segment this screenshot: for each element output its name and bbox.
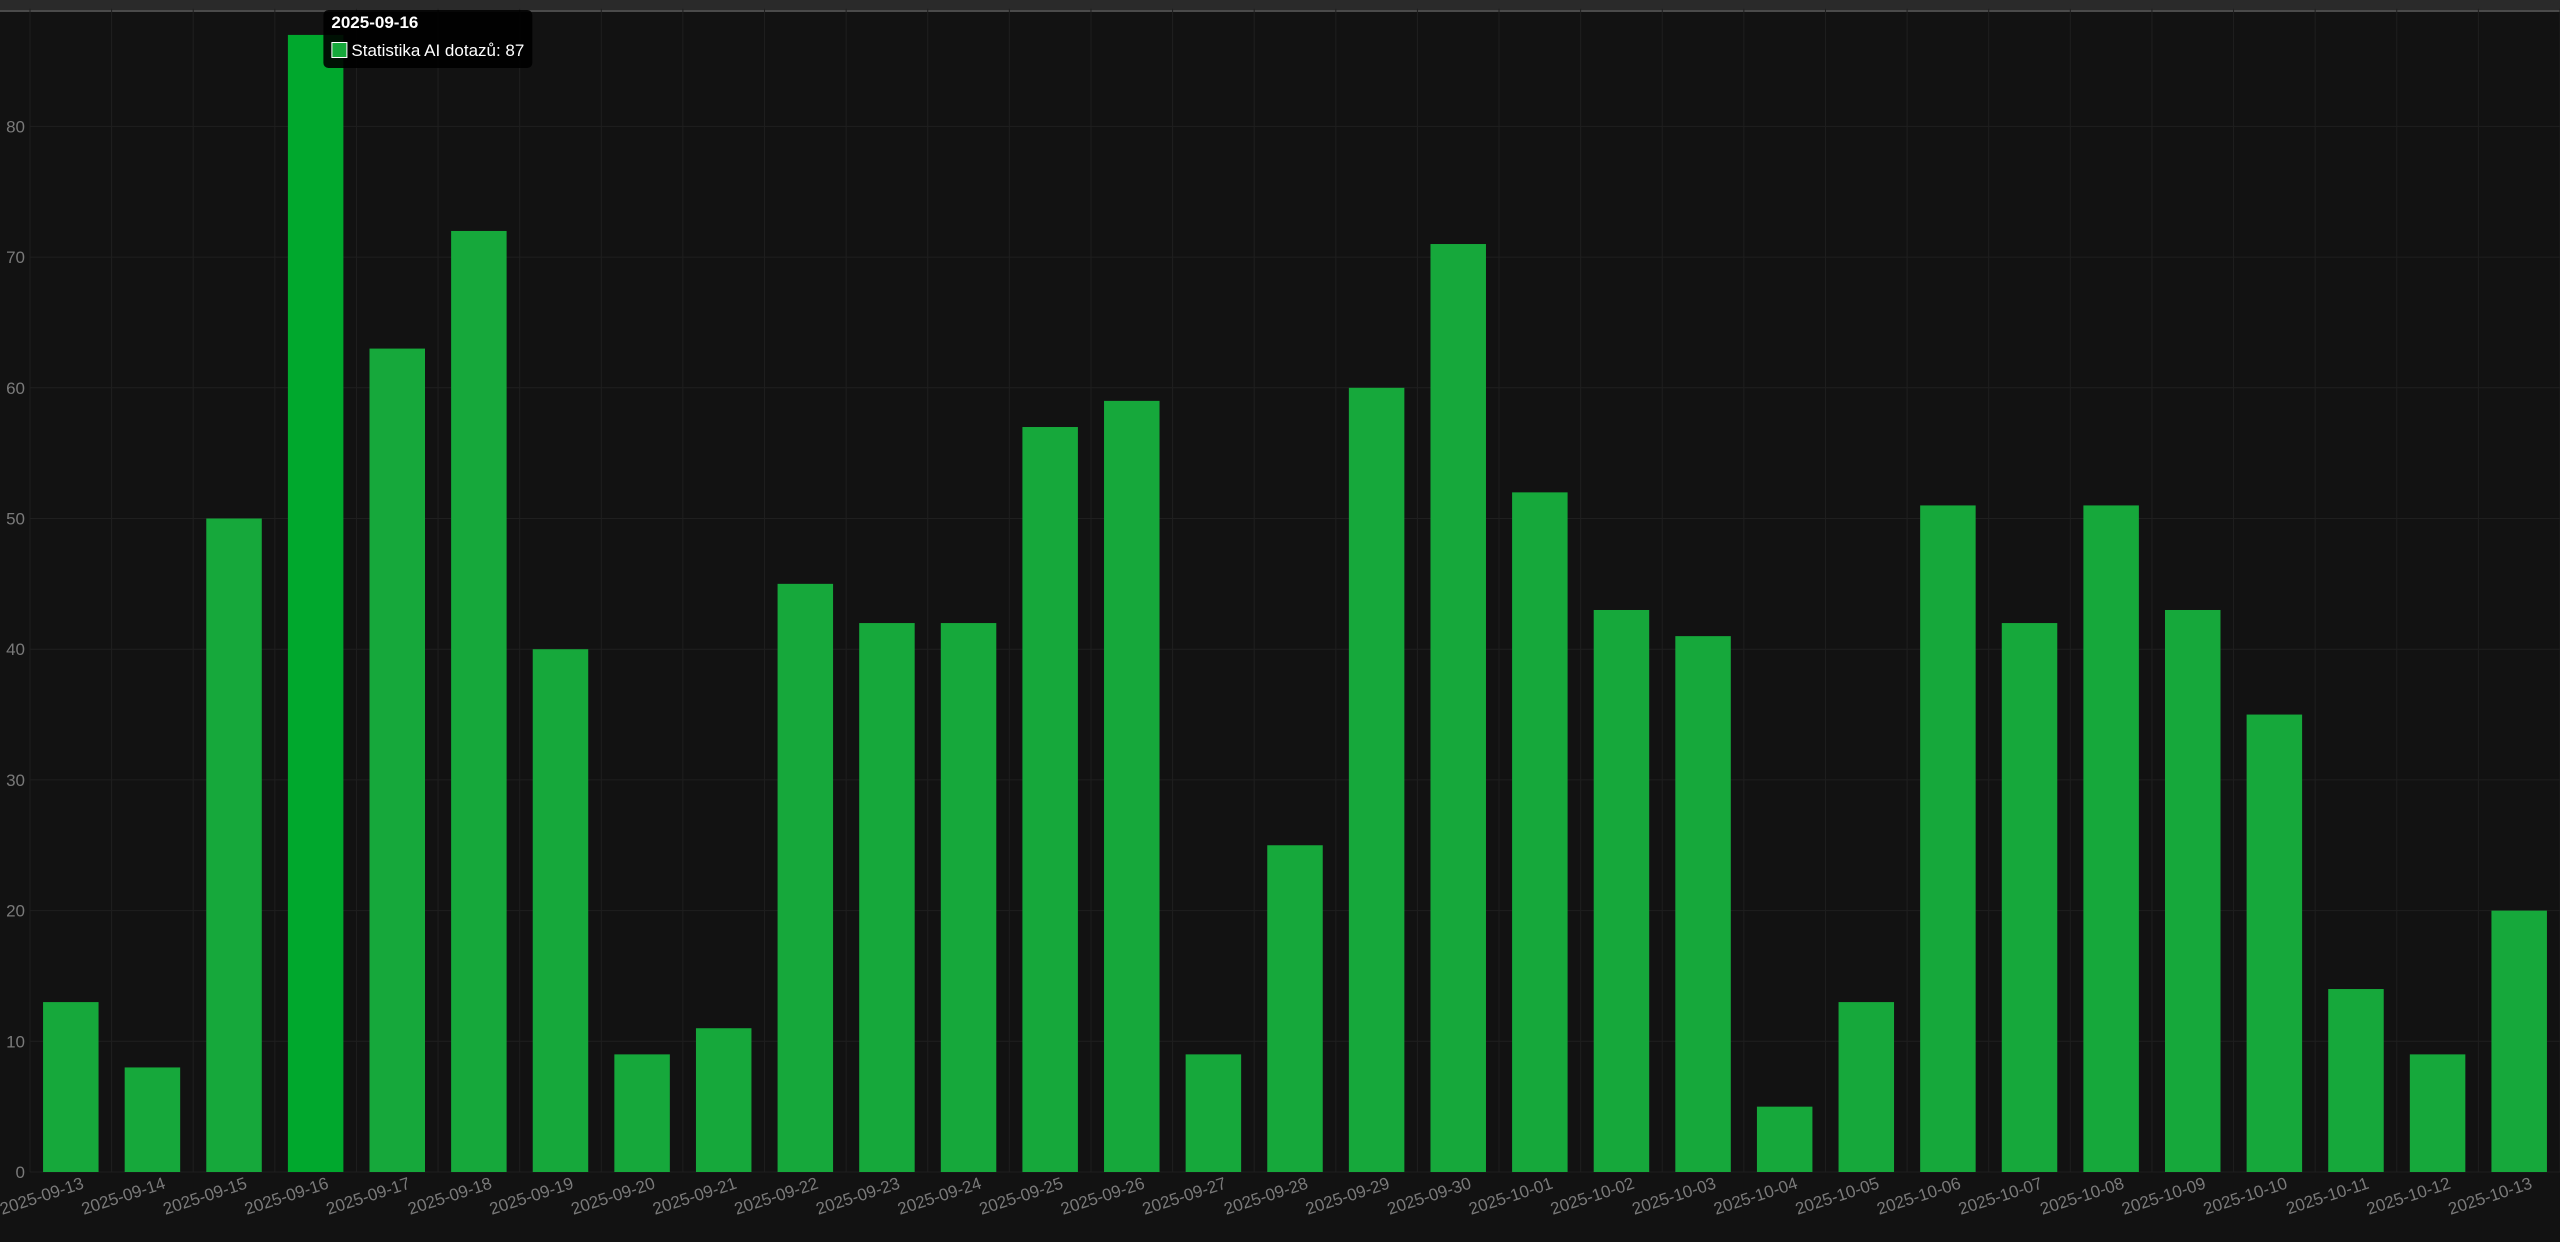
bar-2025-09-14 xyxy=(124,1067,181,1172)
y-tick-label: 70 xyxy=(6,248,25,267)
x-tick-label: 2025-09-18 xyxy=(406,1174,495,1219)
x-tick-label: 2025-10-12 xyxy=(2364,1174,2453,1219)
x-tick-label: 2025-09-15 xyxy=(161,1174,250,1219)
bar-2025-09-22 xyxy=(777,583,834,1172)
x-tick-label: 2025-10-10 xyxy=(2201,1174,2290,1219)
bar-2025-10-03 xyxy=(1675,636,1731,1172)
x-tick-label: 2025-09-23 xyxy=(814,1174,903,1219)
bar-2025-09-18 xyxy=(451,230,507,1172)
y-tick-label: 30 xyxy=(6,771,25,790)
x-tick-label: 2025-10-02 xyxy=(1548,1174,1637,1219)
tooltip-background xyxy=(323,10,533,68)
tooltip-label: Statistika AI dotazů: 87 xyxy=(351,41,524,60)
x-tick-label: 2025-09-22 xyxy=(732,1174,821,1219)
bar-2025-10-02 xyxy=(1593,609,1650,1172)
x-tick-label: 2025-09-24 xyxy=(895,1174,984,1219)
x-tick-label: 2025-10-05 xyxy=(1793,1174,1882,1219)
bar-2025-10-01 xyxy=(1512,492,1568,1172)
window-top-bar xyxy=(0,0,2560,12)
x-tick-label: 2025-09-19 xyxy=(487,1174,576,1219)
x-tick-label: 2025-09-30 xyxy=(1385,1174,1474,1219)
bar-2025-09-23 xyxy=(859,623,915,1172)
x-tick-label: 2025-09-16 xyxy=(242,1174,331,1219)
bar-2025-10-11 xyxy=(2328,989,2384,1172)
x-tick-label: 2025-10-09 xyxy=(2119,1174,2208,1219)
bar-2025-10-13 xyxy=(2491,910,2547,1172)
x-tick-label: 2025-09-28 xyxy=(1222,1174,1311,1219)
bar-2025-09-28 xyxy=(1267,845,1323,1172)
y-tick-label: 0 xyxy=(16,1163,25,1182)
x-axis: 2025-09-132025-09-142025-09-152025-09-16… xyxy=(0,1174,2534,1219)
bar-2025-09-25 xyxy=(1022,427,1078,1172)
y-tick-label: 10 xyxy=(6,1032,25,1051)
bar-2025-09-21 xyxy=(695,1028,752,1172)
bar-2025-10-12 xyxy=(2409,1054,2466,1172)
bar-2025-10-06 xyxy=(1920,505,1976,1172)
x-tick-label: 2025-09-21 xyxy=(650,1174,739,1219)
bar-2025-10-04 xyxy=(1756,1106,1813,1172)
x-tick-label: 2025-10-07 xyxy=(1956,1174,2045,1219)
x-tick-label: 2025-09-26 xyxy=(1058,1174,1147,1219)
chart-tooltip: 2025-09-16 Statistika AI dotazů: 87 xyxy=(323,10,533,68)
bar-2025-09-17 xyxy=(369,348,426,1173)
bar-2025-10-10 xyxy=(2246,714,2303,1172)
bar-2025-09-29 xyxy=(1348,387,1405,1172)
bar-2025-09-26 xyxy=(1104,400,1160,1172)
bar-2025-10-05 xyxy=(1838,1002,1895,1172)
x-tick-label: 2025-09-29 xyxy=(1303,1174,1392,1219)
x-tick-label: 2025-10-03 xyxy=(1630,1174,1719,1219)
bar-2025-09-16 xyxy=(287,34,344,1172)
tooltip-title: 2025-09-16 xyxy=(331,13,418,32)
x-tick-label: 2025-09-13 xyxy=(0,1174,86,1219)
y-tick-label: 50 xyxy=(6,510,25,529)
bar-2025-09-24 xyxy=(940,623,997,1172)
y-tick-label: 60 xyxy=(6,379,25,398)
x-tick-label: 2025-10-13 xyxy=(2446,1174,2535,1219)
bar-2025-09-30 xyxy=(1430,244,1486,1172)
x-tick-label: 2025-09-20 xyxy=(569,1174,658,1219)
x-tick-label: 2025-10-08 xyxy=(2038,1174,2127,1219)
bar-2025-09-20 xyxy=(614,1054,670,1172)
x-tick-label: 2025-10-01 xyxy=(1466,1174,1555,1219)
y-tick-label: 40 xyxy=(6,640,25,659)
x-tick-label: 2025-09-14 xyxy=(79,1174,168,1219)
x-tick-label: 2025-09-27 xyxy=(1140,1174,1229,1219)
bar-2025-09-19 xyxy=(532,649,589,1172)
y-tick-label: 80 xyxy=(6,117,25,136)
bar-2025-10-07 xyxy=(2001,623,2058,1172)
bar-2025-09-27 xyxy=(1185,1054,1242,1172)
y-axis: 0 10 20 30 40 50 60 70 80 xyxy=(6,117,25,1182)
bar-2025-10-08 xyxy=(2083,505,2139,1172)
bar-2025-09-13 xyxy=(43,1002,99,1172)
x-tick-label: 2025-10-04 xyxy=(1711,1174,1800,1219)
x-tick-label: 2025-09-17 xyxy=(324,1174,413,1219)
bar-2025-10-09 xyxy=(2164,609,2221,1172)
bar-series xyxy=(43,34,2547,1173)
tooltip-swatch xyxy=(332,43,347,57)
x-tick-label: 2025-10-11 xyxy=(2284,1174,2371,1219)
bar-2025-09-15 xyxy=(206,518,262,1172)
x-tick-label: 2025-09-25 xyxy=(977,1174,1066,1219)
x-tick-label: 2025-10-06 xyxy=(1875,1174,1964,1219)
y-tick-label: 20 xyxy=(6,902,25,921)
